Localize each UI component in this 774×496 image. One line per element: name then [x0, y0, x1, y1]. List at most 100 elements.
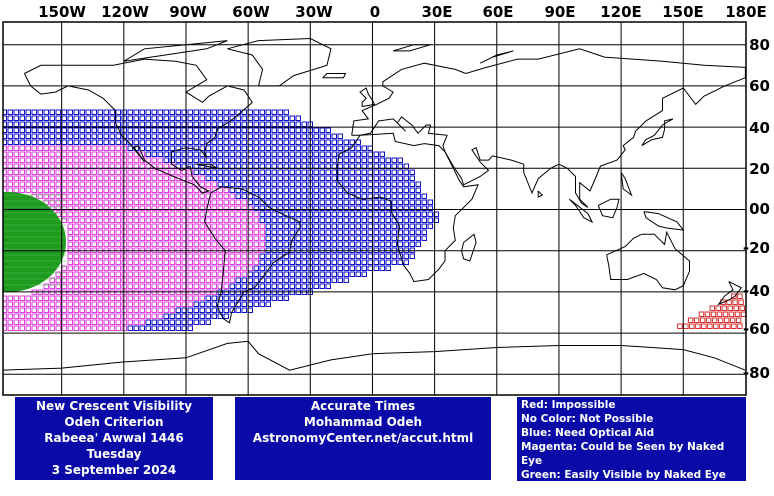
optical-aid-cell — [337, 223, 343, 229]
optical-aid-cell — [199, 121, 205, 127]
optical-aid-cell — [241, 139, 247, 145]
naked-eye-cell — [223, 223, 229, 229]
optical-aid-cell — [301, 151, 307, 157]
optical-aid-cell — [187, 127, 193, 133]
optical-aid-cell — [379, 157, 385, 163]
optical-aid-cell — [283, 115, 289, 121]
optical-aid-cell — [115, 115, 121, 121]
naked-eye-cell — [37, 157, 43, 163]
optical-aid-cell — [205, 145, 211, 151]
naked-eye-cell — [199, 199, 205, 205]
optical-aid-cell — [283, 145, 289, 151]
naked-eye-cell — [199, 205, 205, 211]
optical-aid-cell — [319, 235, 325, 241]
naked-eye-cell — [37, 307, 43, 313]
optical-aid-cell — [265, 211, 271, 217]
optical-aid-cell — [319, 259, 325, 265]
naked-eye-cell — [181, 265, 187, 271]
eurasia-coastline — [351, 48, 746, 208]
naked-eye-cell — [115, 307, 121, 313]
naked-eye-cell — [205, 241, 211, 247]
naked-eye-cell — [67, 313, 73, 319]
naked-eye-cell — [49, 319, 55, 325]
naked-eye-cell — [73, 253, 79, 259]
naked-eye-cell — [25, 307, 31, 313]
optical-aid-cell — [247, 277, 253, 283]
naked-eye-cell — [67, 259, 73, 265]
optical-aid-cell — [331, 265, 337, 271]
naked-eye-cell — [193, 217, 199, 223]
naked-eye-cell — [187, 283, 193, 289]
optical-aid-cell — [61, 109, 67, 115]
naked-eye-cell — [175, 181, 181, 187]
naked-eye-cell — [127, 181, 133, 187]
optical-aid-cell — [211, 157, 217, 163]
naked-eye-cell — [79, 229, 85, 235]
naked-eye-cell — [241, 217, 247, 223]
optical-aid-cell — [277, 121, 283, 127]
optical-aid-cell — [277, 259, 283, 265]
naked-eye-cell — [97, 241, 103, 247]
optical-aid-cell — [145, 133, 151, 139]
optical-aid-cell — [277, 109, 283, 115]
impossible-cell — [707, 323, 713, 329]
optical-aid-cell — [145, 139, 151, 145]
credit-url[interactable]: AstronomyCenter.net/accut.html — [252, 431, 474, 445]
optical-aid-cell — [301, 235, 307, 241]
optical-aid-cell — [259, 205, 265, 211]
naked-eye-cell — [85, 319, 91, 325]
naked-eye-cell — [3, 157, 7, 163]
optical-aid-cell — [355, 271, 361, 277]
optical-aid-cell — [343, 181, 349, 187]
naked-eye-cell — [157, 259, 163, 265]
optical-aid-cell — [7, 109, 13, 115]
naked-eye-cell — [13, 319, 19, 325]
optical-aid-cell — [271, 151, 277, 157]
optical-aid-cell — [199, 301, 205, 307]
optical-aid-cell — [19, 115, 25, 121]
optical-aid-cell — [427, 199, 433, 205]
naked-eye-cell — [91, 241, 97, 247]
optical-aid-cell — [301, 229, 307, 235]
naked-eye-cell — [163, 211, 169, 217]
optical-aid-cell — [349, 265, 355, 271]
naked-eye-cell — [37, 319, 43, 325]
optical-aid-cell — [151, 139, 157, 145]
optical-aid-cell — [415, 205, 421, 211]
naked-eye-cell — [103, 307, 109, 313]
naked-eye-cell — [181, 205, 187, 211]
naked-eye-cell — [49, 157, 55, 163]
optical-aid-cell — [91, 133, 97, 139]
naked-eye-cell — [151, 217, 157, 223]
optical-aid-cell — [13, 115, 19, 121]
naked-eye-cell — [79, 301, 85, 307]
optical-aid-cell — [241, 301, 247, 307]
optical-aid-cell — [265, 127, 271, 133]
optical-aid-cell — [265, 217, 271, 223]
naked-eye-cell — [163, 199, 169, 205]
naked-eye-cell — [193, 205, 199, 211]
optical-aid-cell — [7, 115, 13, 121]
optical-aid-cell — [409, 253, 415, 259]
naked-eye-cell — [145, 223, 151, 229]
optical-aid-cell — [259, 283, 265, 289]
naked-eye-cell — [67, 301, 73, 307]
optical-aid-cell — [163, 313, 169, 319]
optical-aid-cell — [271, 271, 277, 277]
naked-eye-cell — [187, 187, 193, 193]
optical-aid-cell — [181, 109, 187, 115]
optical-aid-cell — [397, 211, 403, 217]
optical-aid-cell — [73, 121, 79, 127]
optical-aid-cell — [343, 199, 349, 205]
naked-eye-cell — [217, 241, 223, 247]
naked-eye-cell — [85, 175, 91, 181]
naked-eye-cell — [103, 145, 109, 151]
naked-eye-cell — [91, 199, 97, 205]
naked-eye-cell — [187, 199, 193, 205]
naked-eye-cell — [85, 253, 91, 259]
naked-eye-cell — [145, 229, 151, 235]
optical-aid-cell — [235, 151, 241, 157]
optical-aid-cell — [163, 319, 169, 325]
naked-eye-cell — [7, 169, 13, 175]
naked-eye-cell — [157, 253, 163, 259]
